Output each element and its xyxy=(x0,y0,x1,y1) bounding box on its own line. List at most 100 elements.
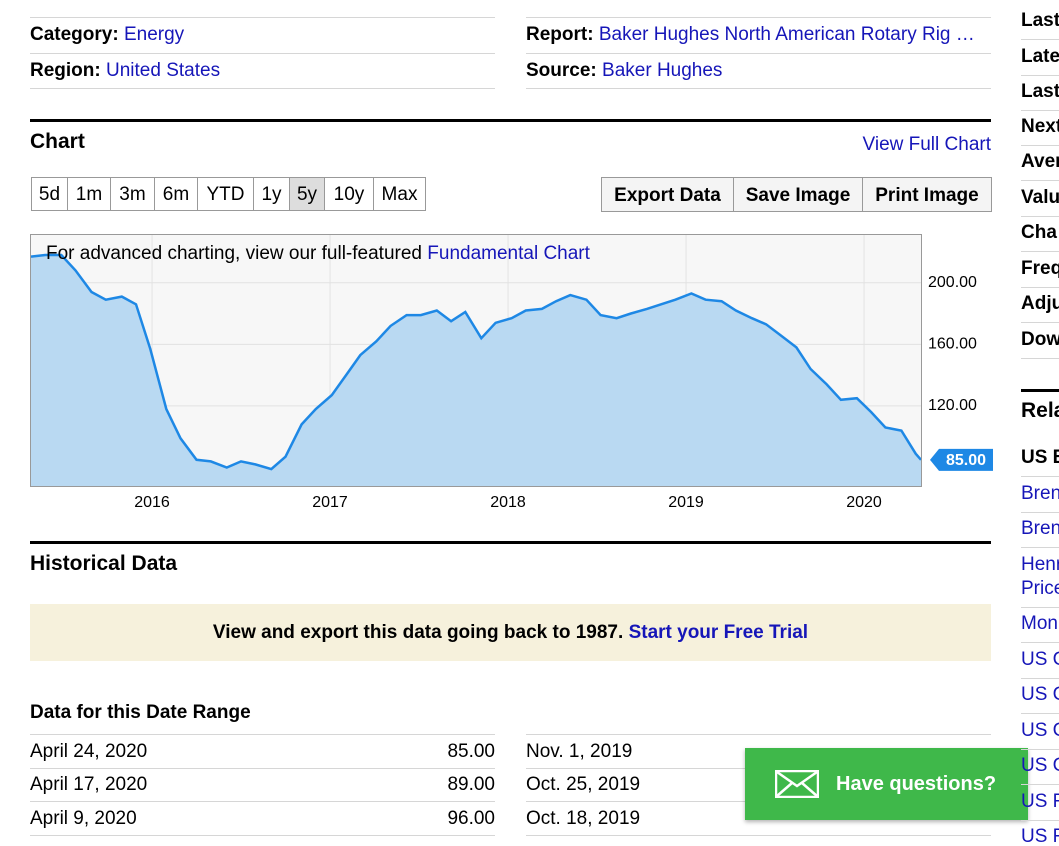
separator xyxy=(1021,547,1059,548)
separator xyxy=(1021,322,1059,323)
value-cell: 89.00 xyxy=(447,774,495,795)
related-link[interactable]: US C xyxy=(1021,684,1059,705)
range-button[interactable]: 1y xyxy=(253,177,290,211)
action-button[interactable]: Export Data xyxy=(601,177,734,212)
range-button[interactable]: Max xyxy=(373,177,426,211)
chat-widget[interactable]: Have questions? xyxy=(745,748,1028,820)
range-button[interactable]: 10y xyxy=(324,177,374,211)
separator xyxy=(1021,180,1059,181)
related-link[interactable]: US F xyxy=(1021,790,1059,812)
related-link[interactable]: Mon xyxy=(1021,613,1058,634)
separator xyxy=(1021,713,1059,714)
related-link[interactable]: US C xyxy=(1021,648,1059,670)
sidebar: Last Late Last Next Aver Valu Cha Freq Adju Dow Re… xyxy=(1021,0,1059,846)
related-link[interactable]: US C xyxy=(1021,719,1059,741)
sidebar-item: Next xyxy=(1021,116,1059,137)
range-button[interactable]: YTD xyxy=(197,177,254,211)
sidebar-item: Cha xyxy=(1021,222,1057,243)
note-text: For advanced charting, view our full-fea… xyxy=(46,243,422,264)
separator xyxy=(1021,606,1059,608)
label: Report: xyxy=(526,24,594,45)
separator xyxy=(526,734,991,735)
range-button[interactable]: 6m xyxy=(154,177,198,211)
related-link[interactable]: US F xyxy=(1021,826,1059,846)
y-tick-label: 200.00 xyxy=(928,274,977,291)
separator xyxy=(30,88,495,89)
y-tick-label: 160.00 xyxy=(928,336,977,353)
link[interactable]: Start your Free Trial xyxy=(628,622,809,643)
action-button[interactable]: Save Image xyxy=(733,177,863,212)
chart-note: For advanced charting, view our full-fea… xyxy=(46,243,590,265)
separator xyxy=(30,734,495,735)
date-cell: April 24, 2020 xyxy=(30,741,148,762)
table-title: Data for this Date Range xyxy=(30,702,251,723)
separator xyxy=(30,53,495,54)
separator xyxy=(30,801,495,802)
link[interactable]: Baker Hughes xyxy=(602,60,723,81)
info-row: Report: Baker Hughes North American Rota… xyxy=(526,24,991,46)
label: Region: xyxy=(30,60,101,81)
separator xyxy=(30,17,495,18)
separator xyxy=(1021,287,1059,288)
sidebar-item: Last xyxy=(1021,81,1059,102)
related-link[interactable]: Henr xyxy=(1021,553,1059,575)
range-button[interactable]: 1m xyxy=(67,177,111,211)
link[interactable]: United States xyxy=(106,60,221,81)
related-link[interactable]: Price xyxy=(1021,577,1059,599)
link[interactable]: View Full Chart xyxy=(862,134,991,155)
plot-border xyxy=(30,234,922,487)
separator xyxy=(1021,75,1059,76)
separator xyxy=(1021,511,1059,513)
separator xyxy=(526,17,991,18)
separator xyxy=(1021,251,1059,252)
sidebar-item: Dow xyxy=(1021,329,1059,350)
separator xyxy=(30,768,495,769)
label: Category: xyxy=(30,24,119,45)
date-cell: April 17, 2020 xyxy=(30,774,148,795)
related-link[interactable]: US C xyxy=(1021,755,1059,776)
value-cell: 85.00 xyxy=(447,741,495,762)
sidebar-item: Valu xyxy=(1021,187,1059,208)
range-button[interactable]: 5d xyxy=(31,177,68,211)
label: Source: xyxy=(526,60,597,81)
link[interactable]: Fundamental Chart xyxy=(427,243,590,264)
separator xyxy=(1021,358,1059,359)
section-rule xyxy=(30,541,991,544)
separator xyxy=(1021,216,1059,217)
value-label: 85.00 xyxy=(946,452,986,469)
x-tick-label: 2019 xyxy=(668,494,704,511)
info-row: Category: Energy xyxy=(30,24,184,46)
range-button[interactable]: 3m xyxy=(110,177,155,211)
section-title: Historical Data xyxy=(30,552,178,575)
sidebar-item: Last xyxy=(1021,10,1059,31)
date-cell: Oct. 25, 2019 xyxy=(526,774,641,795)
sidebar-item: Late xyxy=(1021,46,1059,67)
separator xyxy=(1021,677,1059,679)
sidebar-item: Aver xyxy=(1021,151,1059,172)
x-tick-label: 2018 xyxy=(490,494,526,511)
separator xyxy=(1021,39,1059,40)
y-tick-label: 120.00 xyxy=(928,397,977,414)
value-label-box xyxy=(930,448,993,471)
mail-icon xyxy=(775,770,819,798)
related-link[interactable]: Bren xyxy=(1021,482,1059,504)
sidebar-item: Freq xyxy=(1021,258,1059,279)
related-link[interactable]: Bren xyxy=(1021,518,1059,539)
value-cell: 96.00 xyxy=(447,808,495,829)
separator xyxy=(1021,784,1059,785)
date-cell: Oct. 18, 2019 xyxy=(526,808,641,829)
separator xyxy=(526,835,991,836)
info-row: Region: United States xyxy=(30,60,220,82)
x-tick-label: 2017 xyxy=(312,494,348,511)
date-cell: Nov. 1, 2019 xyxy=(526,741,633,762)
range-button[interactable]: 5y xyxy=(289,177,325,211)
info-row: Source: Baker Hughes xyxy=(526,60,722,82)
separator xyxy=(1021,642,1059,643)
link[interactable]: Energy xyxy=(123,24,185,45)
chart: 2016 2017 2018 2019 2020 120.00 160.00 200.00 85… xyxy=(30,234,993,511)
section-rule xyxy=(30,119,991,122)
action-button[interactable]: Print Image xyxy=(862,177,992,212)
link[interactable]: Baker Hughes North American Rotary Rig … xyxy=(598,24,975,45)
separator xyxy=(1021,110,1059,111)
